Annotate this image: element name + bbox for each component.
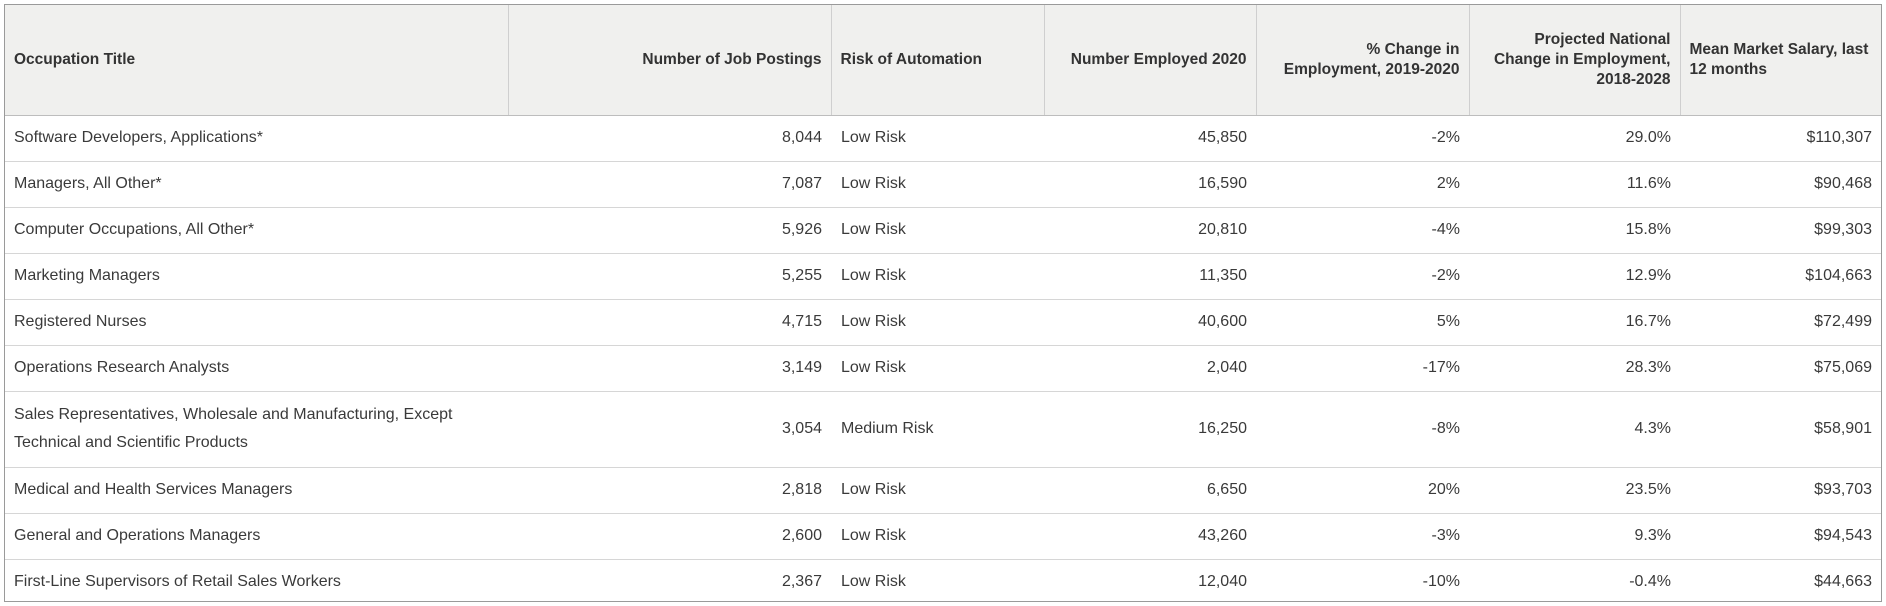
column-header-change-in-employment[interactable]: % Change in Employment, 2019-2020 [1256,5,1470,116]
cell-change-in-employment: -17% [1256,345,1469,392]
column-header-projected-national-change[interactable]: Projected National Change in Employment,… [1469,5,1681,116]
cell-number-employed: 45,850 [1044,115,1256,162]
cell-projected-change: 9.3% [1469,513,1680,560]
cell-mean-salary: $104,663 [1680,253,1881,300]
cell-change-in-employment: 5% [1256,299,1469,346]
occupation-table-container: Occupation Title Number of Job Postings … [4,4,1882,602]
table-row: Operations Research Analysts 3,149 Low R… [5,345,1881,392]
cell-change-in-employment: -2% [1256,115,1469,162]
cell-mean-salary: $93,703 [1680,467,1881,514]
cell-occupation-title: Computer Occupations, All Other* [5,207,508,254]
cell-job-postings: 2,600 [508,513,831,560]
cell-occupation-title: Medical and Health Services Managers [5,467,508,514]
cell-job-postings: 2,367 [781,573,822,591]
cell-projected-change: 23.5% [1469,467,1680,514]
table-row: First-Line Supervisors of Retail Sales W… [5,559,1881,601]
cell-job-postings: 7,087 [508,161,831,208]
occupation-table: Occupation Title Number of Job Postings … [5,5,1881,601]
cell-change-in-employment: 20% [1256,467,1469,514]
cell-risk-of-automation: Low Risk [831,467,1044,514]
column-header-mean-market-salary[interactable]: Mean Market Salary, last 12 months [1680,5,1881,116]
cell-change-in-employment: 2% [1256,161,1469,208]
cell-risk-of-automation: Low Risk [831,115,1044,162]
cell-number-employed: 16,590 [1044,161,1256,208]
cell-job-postings: 8,044 [508,115,831,162]
cell-risk-of-automation: Low Risk [831,513,1044,560]
cell-projected-change: -0.4% [1629,573,1671,591]
cell-number-employed: 11,350 [1044,253,1256,300]
table-row: General and Operations Managers 2,600 Lo… [5,513,1881,560]
cell-job-postings: 5,926 [508,207,831,254]
cell-projected-change: 16.7% [1469,299,1680,346]
cell-mean-salary: $94,543 [1680,513,1881,560]
cell-risk-of-automation: Low Risk [831,299,1044,346]
table-row: Software Developers, Applications* 8,044… [5,115,1881,162]
cell-number-employed: 16,250 [1044,391,1256,468]
cell-risk-of-automation: Low Risk [831,253,1044,300]
cell-change-in-employment: -3% [1256,513,1469,560]
cell-change-in-employment: -8% [1256,391,1469,468]
cell-number-employed: 6,650 [1044,467,1256,514]
cell-job-postings: 3,149 [508,345,831,392]
table-row: Marketing Managers 5,255 Low Risk 11,350… [5,253,1881,300]
column-header-risk-of-automation[interactable]: Risk of Automation [831,5,1045,116]
cell-job-postings: 5,255 [508,253,831,300]
cell-projected-change: 15.8% [1469,207,1680,254]
cell-mean-salary: $72,499 [1680,299,1881,346]
cell-occupation-title: Managers, All Other* [5,161,508,208]
cell-projected-change: 4.3% [1469,391,1680,468]
cell-projected-change: 12.9% [1469,253,1680,300]
cell-projected-change: 28.3% [1469,345,1680,392]
table-row: Computer Occupations, All Other* 5,926 L… [5,207,1881,254]
cell-occupation-title: Marketing Managers [5,253,508,300]
cell-projected-change: 11.6% [1469,161,1680,208]
table-row: Medical and Health Services Managers 2,8… [5,467,1881,514]
column-header-job-postings[interactable]: Number of Job Postings [508,5,832,116]
cell-mean-salary: $58,901 [1680,391,1881,468]
table-row: Managers, All Other* 7,087 Low Risk 16,5… [5,161,1881,208]
cell-mean-salary: $44,663 [1814,573,1872,591]
cell-risk-of-automation: Low Risk [841,573,906,591]
cell-number-employed: 20,810 [1044,207,1256,254]
cell-change-in-employment: -4% [1256,207,1469,254]
cell-mean-salary: $99,303 [1680,207,1881,254]
cell-risk-of-automation: Medium Risk [831,391,1044,468]
cell-occupation-title: Sales Representatives, Wholesale and Man… [5,391,508,468]
column-header-number-employed[interactable]: Number Employed 2020 [1044,5,1257,116]
cell-number-employed: 2,040 [1044,345,1256,392]
cell-risk-of-automation: Low Risk [831,161,1044,208]
cell-job-postings: 2,818 [508,467,831,514]
cell-change-in-employment: -10% [1422,573,1460,591]
cell-job-postings: 3,054 [508,391,831,468]
cell-risk-of-automation: Low Risk [831,345,1044,392]
cell-job-postings: 4,715 [508,299,831,346]
cell-mean-salary: $90,468 [1680,161,1881,208]
column-header-occupation-title[interactable]: Occupation Title [5,5,509,116]
cell-projected-change: 29.0% [1469,115,1680,162]
table-row: Registered Nurses 4,715 Low Risk 40,600 … [5,299,1881,346]
cell-mean-salary: $75,069 [1680,345,1881,392]
cell-risk-of-automation: Low Risk [831,207,1044,254]
table-header-row: Occupation Title Number of Job Postings … [5,5,1881,116]
cell-change-in-employment: -2% [1256,253,1469,300]
table-row: Sales Representatives, Wholesale and Man… [5,391,1881,468]
cell-occupation-title: Registered Nurses [5,299,508,346]
cell-occupation-title: Software Developers, Applications* [5,115,508,162]
cell-occupation-title: First-Line Supervisors of Retail Sales W… [14,573,341,591]
cell-occupation-title: General and Operations Managers [5,513,508,560]
cell-occupation-title: Operations Research Analysts [5,345,508,392]
cell-number-employed: 43,260 [1044,513,1256,560]
cell-number-employed: 12,040 [1198,573,1247,591]
cell-number-employed: 40,600 [1044,299,1256,346]
cell-mean-salary: $110,307 [1680,115,1881,162]
